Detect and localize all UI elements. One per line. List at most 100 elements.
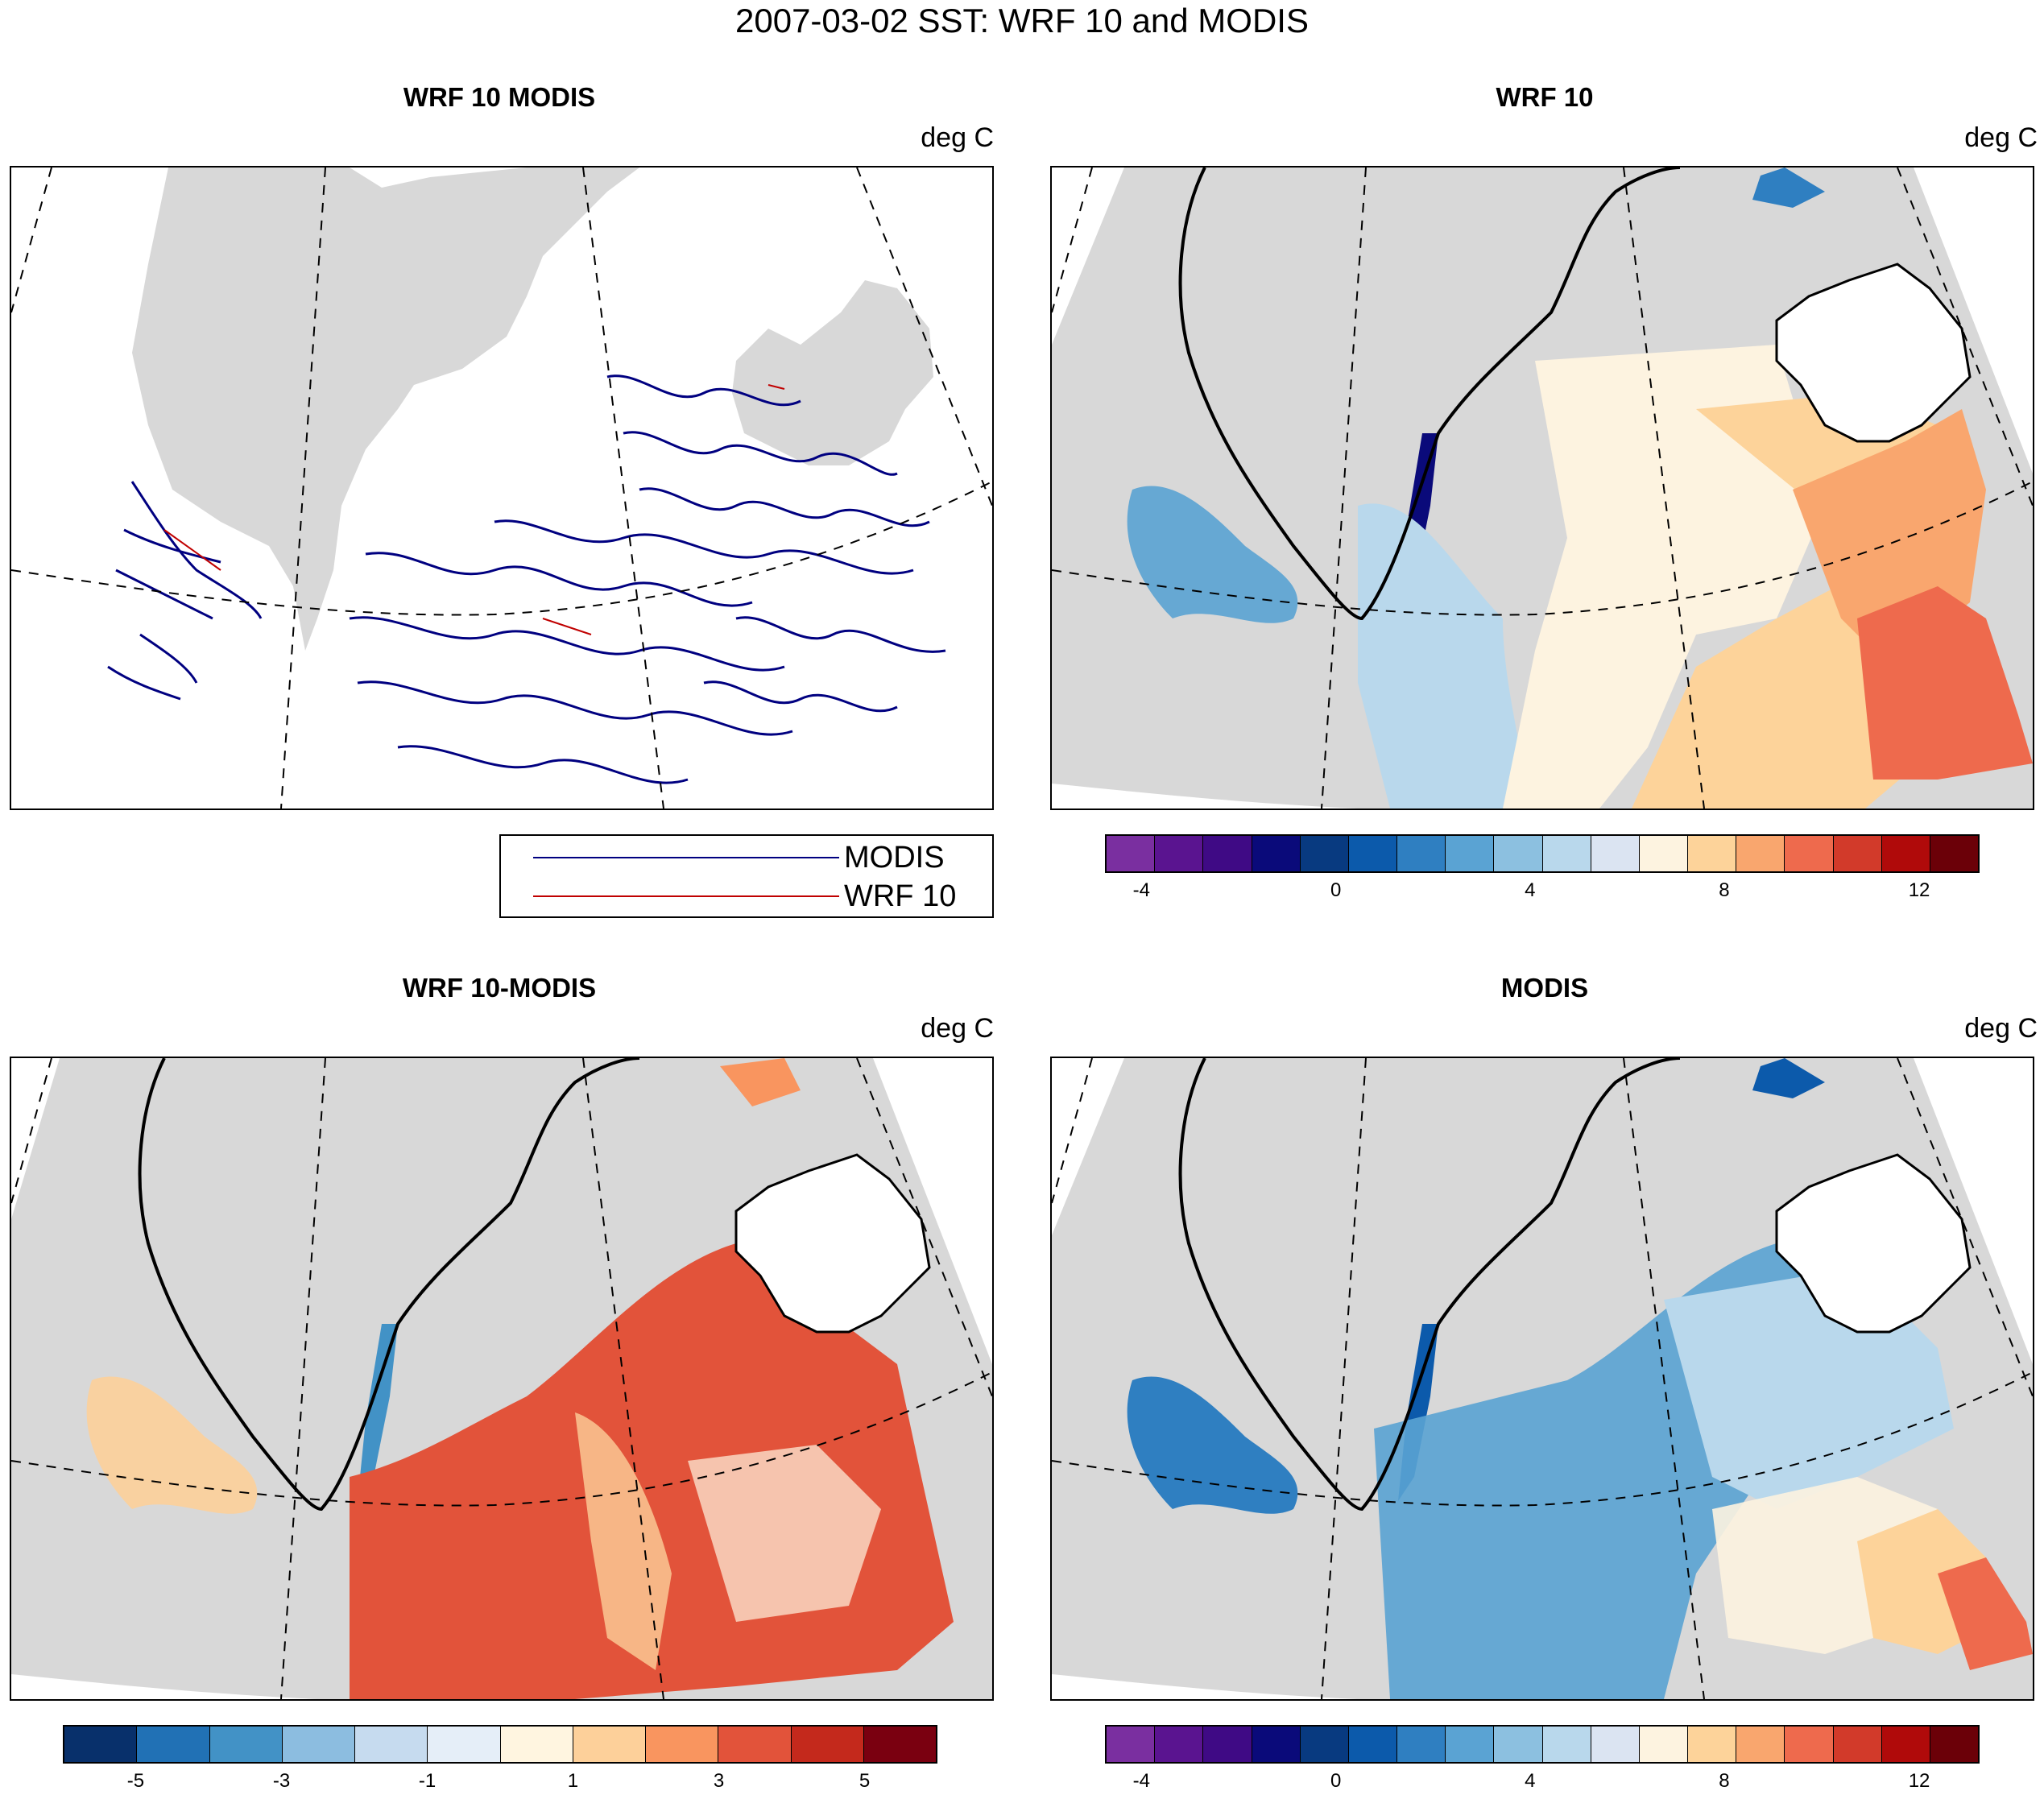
colorbar-modis-cell-4 bbox=[1300, 1727, 1349, 1762]
sst-north-blue-modis bbox=[1752, 1058, 1825, 1098]
sst-mild-wrf bbox=[1358, 503, 1524, 809]
map-diff bbox=[10, 1057, 994, 1701]
colorbar-diff-cell-9 bbox=[718, 1727, 792, 1762]
colorbar-modis-cell-1 bbox=[1155, 1727, 1204, 1762]
legend-line-modis bbox=[533, 857, 839, 858]
greenland-coast-modis bbox=[1178, 1058, 1681, 1512]
legend-label-wrf: WRF 10 bbox=[844, 879, 957, 913]
sst-neutral-wrf bbox=[1503, 345, 1825, 809]
contour-cluster-central bbox=[349, 519, 914, 784]
graticule-contours bbox=[11, 167, 992, 809]
iceland-white-modis bbox=[1775, 1153, 1972, 1334]
colorbar-modis-tick: 0 bbox=[1330, 1770, 1342, 1792]
legend-box: MODIS WRF 10 bbox=[499, 834, 994, 918]
colorbar-wrf-cell-8 bbox=[1494, 836, 1543, 871]
colorbar-modis-tick: 4 bbox=[1525, 1770, 1536, 1792]
colorbar-wrf-tick: -4 bbox=[1132, 879, 1150, 901]
colorbar-wrf-cell-10 bbox=[1591, 836, 1640, 871]
legend-line-wrf bbox=[533, 895, 839, 897]
figure-title: 2007-03-02 SST: WRF 10 and MODIS bbox=[735, 2, 1309, 39]
contour-wrf-segments bbox=[163, 384, 785, 635]
colorbar-wrf bbox=[1105, 834, 1980, 873]
colorbar-modis-cell-6 bbox=[1397, 1727, 1446, 1762]
colorbar-modis-cell-5 bbox=[1348, 1727, 1398, 1762]
contour-cluster-east bbox=[606, 374, 946, 713]
colorbar-wrf-cell-11 bbox=[1639, 836, 1689, 871]
colorbar-diff-cell-11 bbox=[863, 1727, 936, 1762]
colorbar-modis-cell-2 bbox=[1203, 1727, 1252, 1762]
colorbar-modis-cell-3 bbox=[1252, 1727, 1301, 1762]
sst-cold-west-modis bbox=[1127, 1376, 1298, 1514]
colorbar-diff-tick: 5 bbox=[859, 1770, 871, 1792]
map-contours bbox=[10, 166, 994, 810]
colorbar-diff-tick: 1 bbox=[567, 1770, 579, 1792]
colorbar-diff-cell-4 bbox=[355, 1727, 428, 1762]
diff-pale-east bbox=[688, 1445, 881, 1622]
colorbar-modis-cell-10 bbox=[1591, 1727, 1640, 1762]
colorbar-diff-cell-3 bbox=[282, 1727, 355, 1762]
greenland-coast-wrf bbox=[1178, 167, 1681, 621]
colorbar-modis-cell-13 bbox=[1736, 1727, 1785, 1762]
colorbar-wrf-cell-0 bbox=[1107, 836, 1156, 871]
colorbar-modis-cell-7 bbox=[1446, 1727, 1495, 1762]
greenland-coast-diff bbox=[138, 1058, 640, 1512]
colorbar-diff-cell-6 bbox=[500, 1727, 573, 1762]
colorbar-diff-cell-5 bbox=[428, 1727, 501, 1762]
colorbar-diff-labels: -5 -3 -1 1 3 5 bbox=[63, 1770, 937, 1794]
colorbar-modis-cell-17 bbox=[1930, 1727, 1979, 1762]
units-label-diff: deg C bbox=[921, 1013, 994, 1044]
colorbar-modis-cell-14 bbox=[1785, 1727, 1834, 1762]
colorbar-diff bbox=[63, 1725, 937, 1764]
colorbar-diff-cell-2 bbox=[209, 1727, 283, 1762]
colorbar-wrf-tick: 4 bbox=[1525, 879, 1536, 901]
colorbar-wrf-cell-3 bbox=[1252, 836, 1301, 871]
legend-entry-wrf: WRF 10 bbox=[533, 876, 984, 916]
units-label-modis: deg C bbox=[1964, 1013, 2038, 1044]
sst-north-blue-wrf bbox=[1752, 167, 1825, 208]
contour-cluster-west bbox=[107, 481, 263, 701]
colorbar-wrf-cell-2 bbox=[1203, 836, 1252, 871]
map-diff-svg bbox=[11, 1058, 992, 1699]
units-label-wrf: deg C bbox=[1964, 122, 2038, 153]
panel-title-wrf: WRF 10 bbox=[1496, 82, 1594, 112]
colorbar-modis-cell-12 bbox=[1688, 1727, 1737, 1762]
sst-hot-modis bbox=[1938, 1557, 2033, 1670]
map-contours-svg bbox=[11, 167, 992, 809]
graticule-wrf bbox=[1052, 167, 2033, 809]
colorbar-diff-tick: -5 bbox=[126, 1770, 145, 1792]
colorbar-modis-labels: -4 0 4 8 12 bbox=[1105, 1770, 1980, 1794]
legend-entry-modis: MODIS bbox=[533, 837, 984, 878]
colorbar-wrf-cell-17 bbox=[1930, 836, 1979, 871]
units-label-contours: deg C bbox=[921, 122, 994, 153]
colorbar-wrf-cell-6 bbox=[1397, 836, 1446, 871]
colorbar-wrf-cell-14 bbox=[1785, 836, 1834, 871]
colorbar-diff-cell-1 bbox=[137, 1727, 210, 1762]
colorbar-wrf-tick: 8 bbox=[1719, 879, 1730, 901]
graticule-diff bbox=[11, 1058, 992, 1699]
colorbar-diff-tick: -1 bbox=[418, 1770, 437, 1792]
map-modis bbox=[1050, 1057, 2034, 1701]
colorbar-wrf-cell-5 bbox=[1348, 836, 1398, 871]
iceland-white-diff bbox=[734, 1153, 931, 1334]
colorbar-diff-cell-7 bbox=[573, 1727, 646, 1762]
colorbar-wrf-cell-15 bbox=[1833, 836, 1882, 871]
diff-pale-band bbox=[575, 1412, 672, 1670]
colorbar-wrf-labels: -4 0 4 8 12 bbox=[1105, 879, 1980, 904]
colorbar-modis-cell-16 bbox=[1881, 1727, 1930, 1762]
panel-title-diff: WRF 10-MODIS bbox=[402, 973, 597, 1003]
iceland-white-wrf bbox=[1775, 263, 1972, 443]
colorbar-modis-cell-8 bbox=[1494, 1727, 1543, 1762]
map-wrf-svg bbox=[1052, 167, 2033, 809]
colorbar-wrf-cell-9 bbox=[1542, 836, 1591, 871]
colorbar-diff-tick: 3 bbox=[713, 1770, 725, 1792]
colorbar-wrf-cell-13 bbox=[1736, 836, 1785, 871]
legend-label-modis: MODIS bbox=[844, 841, 945, 875]
colorbar-diff-cell-8 bbox=[646, 1727, 719, 1762]
panel-title-modis: MODIS bbox=[1500, 973, 1589, 1003]
sst-cold-west-wrf bbox=[1127, 486, 1298, 623]
colorbar-diff-cell-10 bbox=[791, 1727, 864, 1762]
colorbar-wrf-cell-16 bbox=[1881, 836, 1930, 871]
colorbar-modis-tick: 8 bbox=[1719, 1770, 1730, 1792]
colorbar-diff-tick: -3 bbox=[272, 1770, 291, 1792]
colorbar-wrf-tick: 12 bbox=[1908, 879, 1930, 901]
